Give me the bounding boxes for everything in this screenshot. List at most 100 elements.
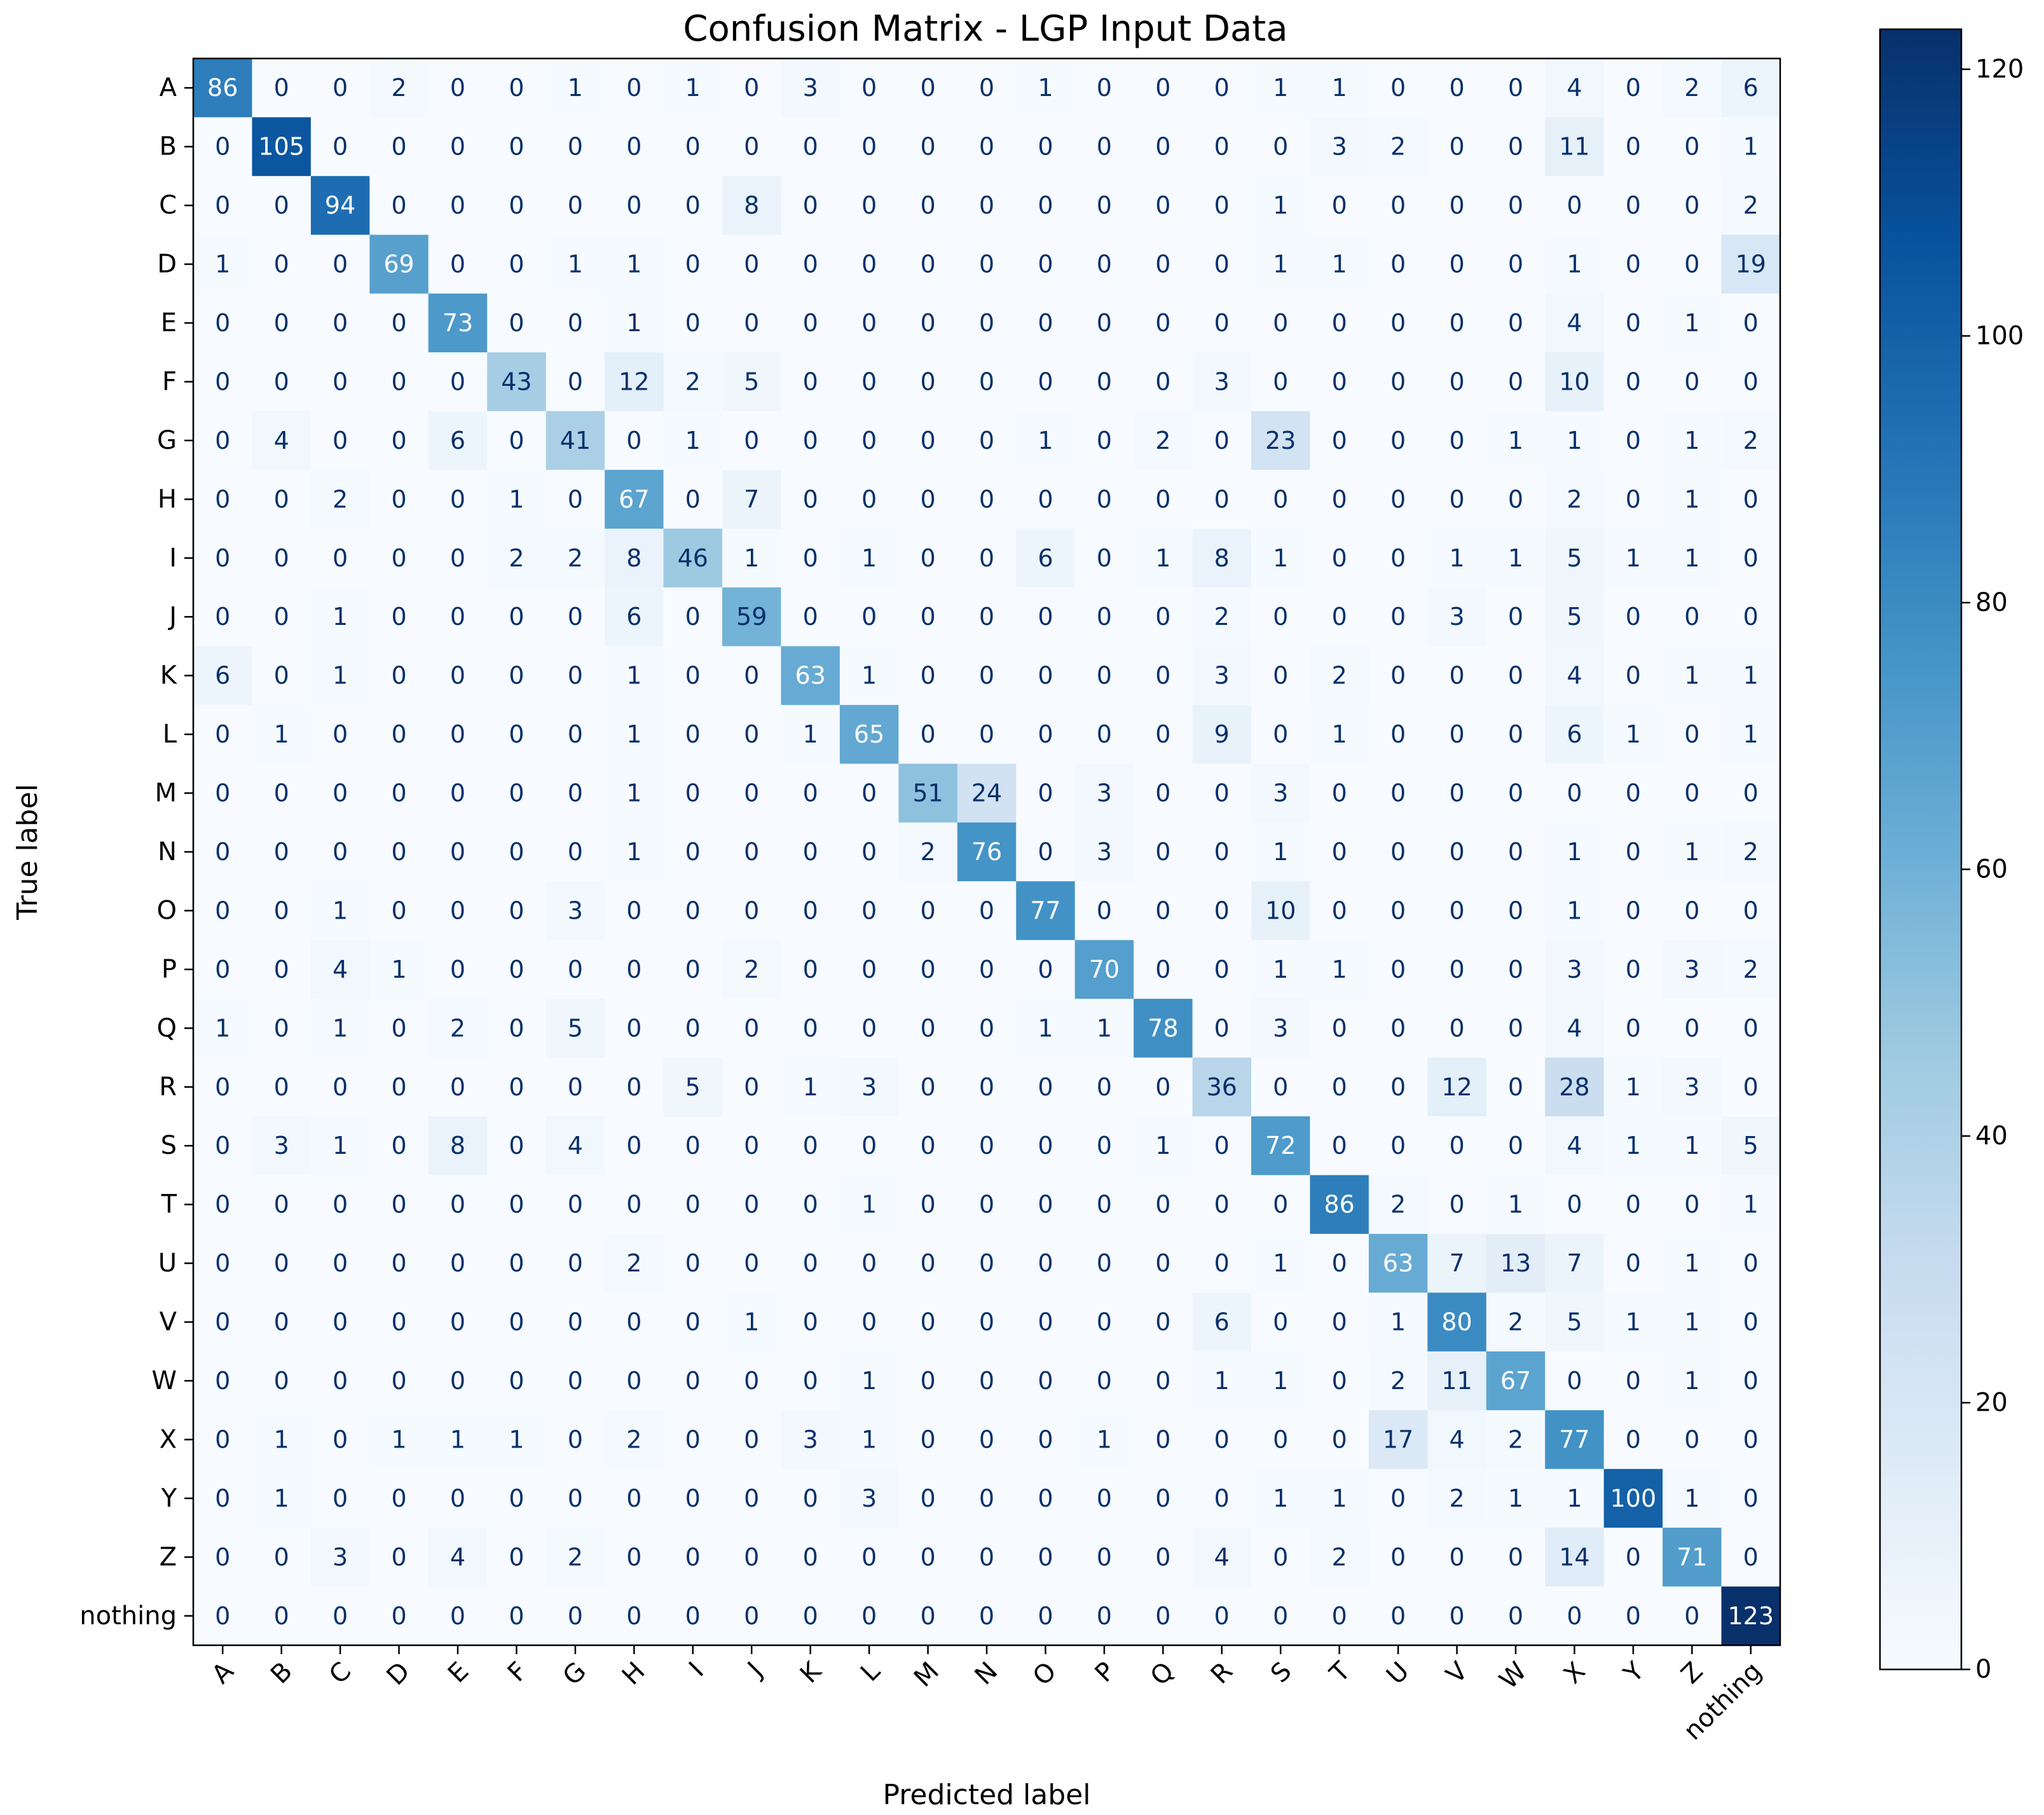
heatmap-cell — [898, 1528, 958, 1587]
cell-value: 0 — [333, 250, 348, 278]
heatmap-cell — [1134, 881, 1193, 941]
heatmap-cell — [1368, 1116, 1428, 1176]
cell-value: 0 — [1155, 955, 1170, 983]
heatmap-cell — [1663, 470, 1722, 530]
cell-value: 0 — [1214, 896, 1230, 924]
cell-value: 2 — [1332, 662, 1347, 690]
heatmap-cell — [1427, 822, 1487, 882]
heatmap-cell — [428, 58, 488, 118]
heatmap-cell — [545, 881, 605, 941]
heatmap-cell — [252, 1175, 312, 1235]
cell-value: 0 — [744, 662, 759, 690]
cell-value: 0 — [1332, 838, 1347, 866]
cell-value: 0 — [685, 1191, 701, 1219]
cell-value: 0 — [1390, 191, 1406, 219]
cell-value: 1 — [274, 1425, 289, 1453]
cell-value: 0 — [391, 662, 406, 690]
heatmap-cell — [605, 822, 664, 882]
heatmap-cell — [605, 881, 664, 941]
cell-value: 0 — [1626, 779, 1641, 807]
heatmap-cell — [1663, 1586, 1722, 1646]
heatmap-cell — [663, 411, 723, 470]
cell-value: 0 — [1626, 250, 1641, 278]
heatmap-cell — [898, 293, 958, 353]
cell-value: 6 — [1214, 1308, 1230, 1336]
heatmap-cell — [957, 352, 1017, 412]
heatmap-cell — [1310, 822, 1369, 882]
cell-value: 0 — [861, 779, 877, 807]
heatmap-cell — [1721, 1469, 1781, 1528]
heatmap-cell — [839, 881, 899, 941]
cell-value: 1 — [274, 720, 289, 748]
heatmap-cell — [1016, 293, 1076, 353]
cell-value: 0 — [979, 1484, 994, 1512]
cell-value: 0 — [685, 779, 701, 807]
heatmap-cell — [369, 352, 429, 412]
cell-value: 0 — [861, 250, 877, 278]
heatmap-cell — [1721, 764, 1781, 823]
heatmap-cell — [487, 1351, 547, 1411]
cell-value: 0 — [803, 1367, 818, 1395]
heatmap-cell — [487, 764, 547, 823]
heatmap-cell — [898, 117, 958, 177]
heatmap-cell — [781, 470, 840, 530]
cell-value: 0 — [391, 309, 406, 337]
cell-value: 0 — [450, 485, 465, 513]
heatmap-cell — [781, 1528, 840, 1587]
heatmap-cell — [1545, 646, 1605, 706]
cell-value: 0 — [1332, 1073, 1347, 1101]
heatmap-cell — [545, 764, 605, 823]
cell-value: 0 — [1743, 603, 1759, 631]
heatmap-cell — [1663, 1528, 1722, 1587]
cell-value: 0 — [568, 1425, 583, 1453]
heatmap-cell — [1603, 881, 1663, 941]
cell-value: 0 — [744, 1367, 759, 1395]
heatmap-cell — [1545, 1116, 1605, 1176]
cell-value: 0 — [1508, 1132, 1523, 1160]
cell-value: 0 — [920, 191, 935, 219]
cell-value: 0 — [215, 1249, 230, 1277]
heatmap-cell — [1192, 352, 1252, 412]
heatmap-cell — [1074, 1292, 1134, 1352]
x-tick-label: I — [683, 1657, 710, 1683]
x-tick-label: Y — [1618, 1656, 1650, 1688]
cell-value: 0 — [803, 896, 818, 924]
x-tick-label: Q — [1145, 1657, 1180, 1692]
heatmap-cell — [1545, 1175, 1605, 1235]
cell-value: 0 — [1155, 1602, 1170, 1630]
heatmap-cell — [487, 58, 547, 118]
heatmap-cell — [605, 117, 664, 177]
heatmap-cell — [1603, 764, 1663, 823]
cell-value: 7 — [1567, 1249, 1582, 1277]
cell-value: 0 — [333, 838, 348, 866]
heatmap-cell — [898, 58, 958, 118]
cell-value: 0 — [1332, 1367, 1347, 1395]
cell-value: 0 — [685, 955, 701, 983]
heatmap-cell — [428, 293, 488, 353]
heatmap-cell — [781, 1586, 840, 1646]
cell-value: 0 — [1508, 367, 1523, 395]
cell-value: 0 — [920, 1132, 935, 1160]
heatmap-cell — [1074, 1528, 1134, 1587]
cell-value: 0 — [568, 191, 583, 219]
cell-value: 0 — [1390, 896, 1406, 924]
cell-value: 0 — [1684, 1191, 1699, 1219]
heatmap-cell — [487, 881, 547, 941]
cell-value: 0 — [744, 1014, 759, 1042]
heatmap-cell — [1251, 1175, 1311, 1235]
cell-value: 1 — [1743, 720, 1759, 748]
cell-value: 0 — [1038, 250, 1053, 278]
cell-value: 72 — [1265, 1132, 1296, 1160]
x-tick-label: R — [1205, 1657, 1238, 1690]
heatmap-cell — [252, 999, 312, 1058]
heatmap-cell — [1310, 1233, 1369, 1293]
cell-value: 11 — [1441, 1367, 1472, 1395]
heatmap-cell — [1074, 822, 1134, 882]
y-tick-label: W — [151, 1366, 177, 1395]
cell-value: 0 — [920, 720, 935, 748]
heatmap-cell — [1603, 1528, 1663, 1587]
cell-value: 0 — [1214, 1484, 1230, 1512]
cell-value: 1 — [1332, 74, 1347, 102]
heatmap-cell — [310, 1410, 370, 1470]
cell-value: 0 — [333, 74, 348, 102]
